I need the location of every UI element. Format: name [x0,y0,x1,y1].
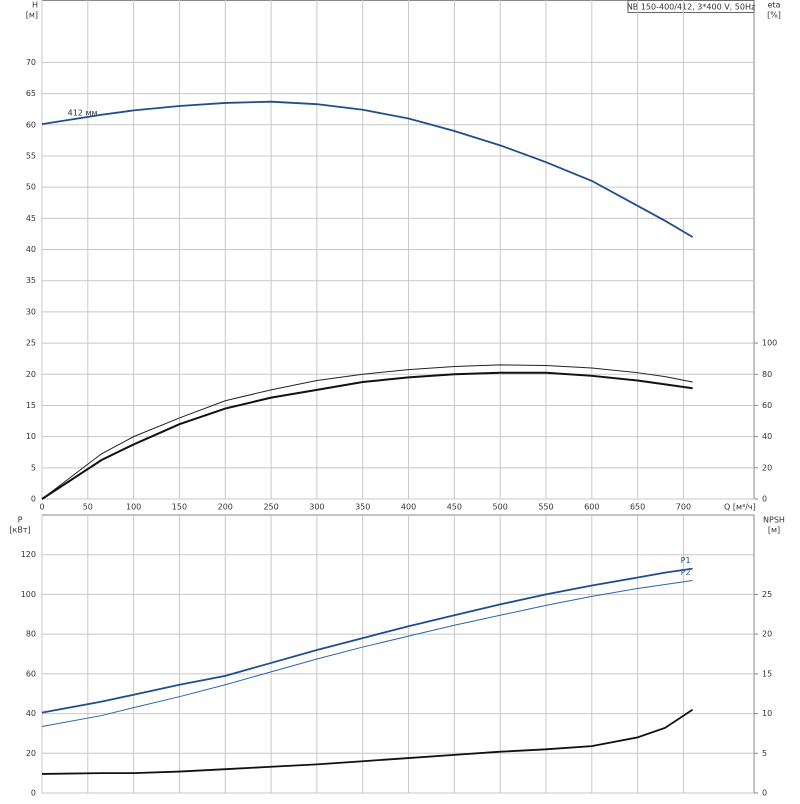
series-line [41,580,693,727]
x-tick-label: 50 [83,503,93,512]
title-box [627,0,755,13]
y-tick-label: 25 [26,339,36,348]
series-line [41,567,693,714]
y-tick-label: 35 [26,276,36,285]
series-label: 412 мм [68,108,98,117]
y-tick-label: 0 [31,495,36,504]
y-tick-label: 60 [26,669,36,678]
x-tick-label: 200 [218,503,233,512]
y2-tick-label: 0 [762,789,767,798]
y-tick-label: 0 [31,789,36,798]
y-tick-label: 60 [26,120,36,129]
y-tick-label: 65 [26,89,36,98]
y2-tick-label: 25 [762,590,772,599]
series-line [41,364,693,500]
y2-tick-label: 60 [762,401,772,410]
y-tick-label: 30 [26,307,36,316]
y2-tick-label: 5 [762,749,767,758]
x-tick-label: 100 [126,503,141,512]
y-tick-label: 50 [26,183,36,192]
y2-axis-label: NPSH [763,516,785,525]
x-tick-label: 400 [401,503,416,512]
x-tick-label: 150 [172,503,187,512]
x-tick-label: 350 [355,503,370,512]
y-tick-label: 40 [26,245,36,254]
plot-frame [41,514,755,794]
x-tick-label: 700 [676,503,691,512]
y2-tick-label: 100 [762,339,777,348]
x-tick-label: 550 [538,503,553,512]
y-axis-label: H [32,1,38,10]
series-label: P2 [681,568,691,577]
y2-tick-label: 80 [762,370,772,379]
x-tick-label: 0 [39,503,44,512]
y-tick-label: 70 [26,58,36,67]
series-label: P1 [681,556,691,565]
y-tick-label: 100 [21,590,36,599]
y2-axis-label: eta [768,1,781,10]
y2-tick-label: 15 [762,669,772,678]
y-tick-label: 120 [21,550,36,559]
y-tick-label: 55 [26,151,36,160]
chart-title: NB 150-400/412, 3*400 V, 50Hz [627,3,755,12]
y2-tick-label: 20 [762,463,772,472]
x-tick-label: 450 [447,503,462,512]
y-tick-label: 10 [26,432,36,441]
x-tick-label: 500 [493,503,508,512]
x-axis-label: Q [м³/ч] [724,503,756,512]
series-line [41,371,693,500]
series-line [41,708,694,775]
y2-tick-label: 40 [762,432,772,441]
x-tick-label: 250 [263,503,278,512]
y2-tick-label: 20 [762,630,772,639]
y-axis-unit: [м] [26,11,38,20]
x-tick-label: 650 [630,503,645,512]
y-tick-label: 20 [26,749,36,758]
y-tick-label: 20 [26,370,36,379]
y-tick-label: 5 [31,463,36,472]
y-axis-label: P [18,516,23,525]
y-tick-label: 15 [26,401,36,410]
x-tick-label: 600 [584,503,599,512]
y-tick-label: 45 [26,214,36,223]
y-tick-label: 80 [26,630,36,639]
y-tick-label: 40 [26,709,36,718]
y-axis-unit: [кВт] [9,526,30,535]
y2-tick-label: 0 [762,495,767,504]
y2-axis-unit: [%] [767,11,781,20]
x-tick-label: 300 [309,503,324,512]
y2-axis-unit: [м] [768,526,780,535]
series-line [41,100,694,238]
y2-tick-label: 10 [762,709,772,718]
